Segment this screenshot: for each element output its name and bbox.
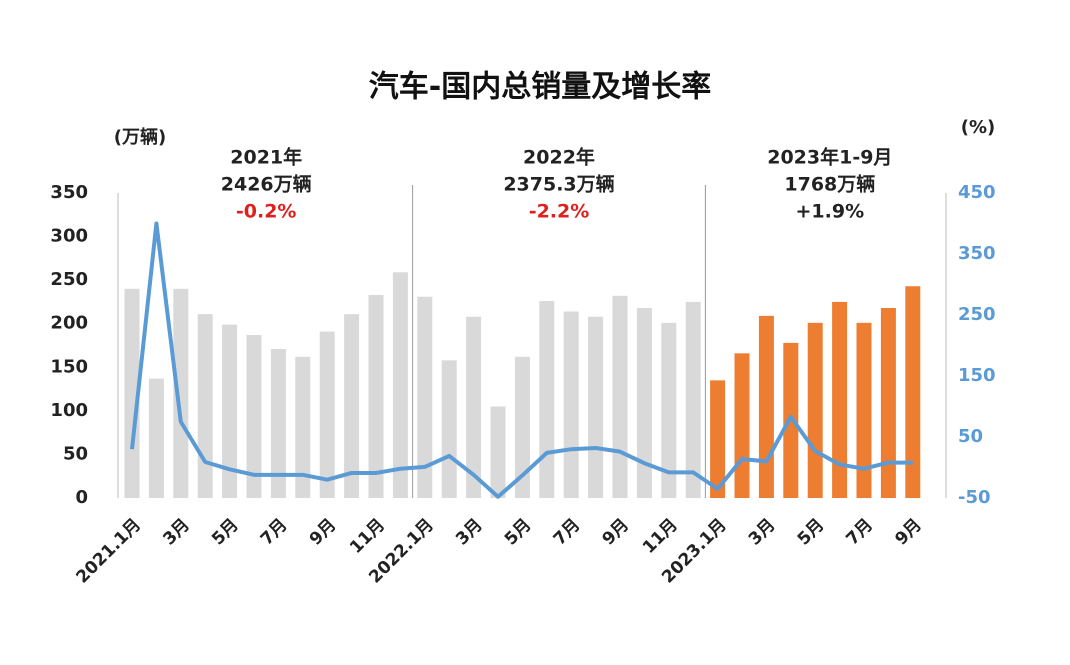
annotation-text: 2375.3万辆 — [503, 173, 614, 196]
y2-tick-label: 350 — [958, 243, 996, 264]
bar — [466, 316, 482, 498]
x-tick-label: 3月 — [159, 515, 194, 550]
x-tick-label: 5月 — [208, 515, 243, 550]
x-tick-label: 9月 — [599, 515, 634, 550]
y2-tick-label: 150 — [958, 365, 996, 386]
bar — [490, 406, 506, 498]
y2-tick-label: 50 — [958, 426, 983, 447]
annotation-change: -0.2% — [236, 201, 297, 223]
bar — [880, 308, 896, 498]
x-tick-label: 5月 — [501, 515, 536, 550]
y-tick-label: 150 — [50, 356, 88, 377]
y-tick-label: 300 — [50, 226, 88, 247]
x-tick-label: 9月 — [891, 515, 926, 550]
bar — [392, 272, 408, 498]
y-tick-label: 0 — [75, 487, 88, 508]
annotation-change: +1.9% — [796, 201, 865, 223]
x-tick-label: 5月 — [794, 515, 829, 550]
bar — [344, 314, 360, 498]
x-tick-label: 2021.1月 — [73, 515, 146, 588]
bar — [246, 335, 262, 498]
x-tick-label: 7月 — [550, 515, 585, 550]
bar — [710, 380, 726, 498]
y-tick-label: 50 — [63, 443, 88, 464]
y-tick-label: 100 — [50, 400, 88, 421]
y-tick-label: 350 — [50, 182, 88, 203]
bar — [832, 301, 848, 498]
bar — [124, 288, 140, 498]
bar — [758, 315, 774, 498]
y-tick-label: 250 — [50, 269, 88, 290]
annotation-text: 1768万辆 — [784, 173, 875, 196]
y2-axis-label: (%) — [961, 117, 996, 138]
x-tick-label: 7月 — [843, 515, 878, 550]
annotation-text: 2021年 — [230, 146, 302, 169]
x-tick-label: 7月 — [257, 515, 292, 550]
bar — [319, 331, 335, 498]
bar — [612, 295, 628, 498]
bar — [417, 296, 433, 498]
bar — [905, 286, 921, 498]
bar — [270, 348, 286, 498]
x-tick-label: 3月 — [745, 515, 780, 550]
bar — [441, 360, 457, 498]
bar — [368, 294, 384, 498]
x-tick-label: 3月 — [452, 515, 487, 550]
y2-tick-label: -50 — [958, 487, 991, 508]
y2-tick-label: 450 — [958, 182, 996, 203]
chart-title: 汽车-国内总销量及增长率 — [369, 70, 711, 105]
bar — [734, 353, 750, 498]
bar — [173, 288, 189, 498]
bar — [636, 308, 652, 498]
x-tick-label: 11月 — [639, 515, 682, 558]
x-tick-label: 9月 — [306, 515, 341, 550]
y-axis-label: (万辆) — [114, 126, 166, 148]
bar — [807, 322, 823, 498]
bar — [514, 356, 530, 498]
annotation-change: -2.2% — [529, 201, 590, 223]
bar — [295, 356, 311, 498]
annotation-text: 2022年 — [523, 146, 595, 169]
bar — [588, 316, 604, 498]
line — [130, 221, 913, 499]
bar — [563, 311, 579, 498]
bar — [685, 301, 701, 498]
bar — [661, 322, 677, 498]
annotation-text: 2426万辆 — [221, 173, 312, 196]
bar — [148, 378, 164, 498]
bar — [856, 322, 872, 498]
y-tick-label: 200 — [50, 313, 88, 334]
bar — [539, 301, 555, 498]
x-tick-label: 11月 — [346, 515, 389, 558]
annotation-text: 2023年1-9月 — [767, 146, 892, 169]
bar — [222, 324, 238, 498]
bar — [197, 314, 213, 498]
y2-tick-label: 250 — [958, 304, 996, 325]
